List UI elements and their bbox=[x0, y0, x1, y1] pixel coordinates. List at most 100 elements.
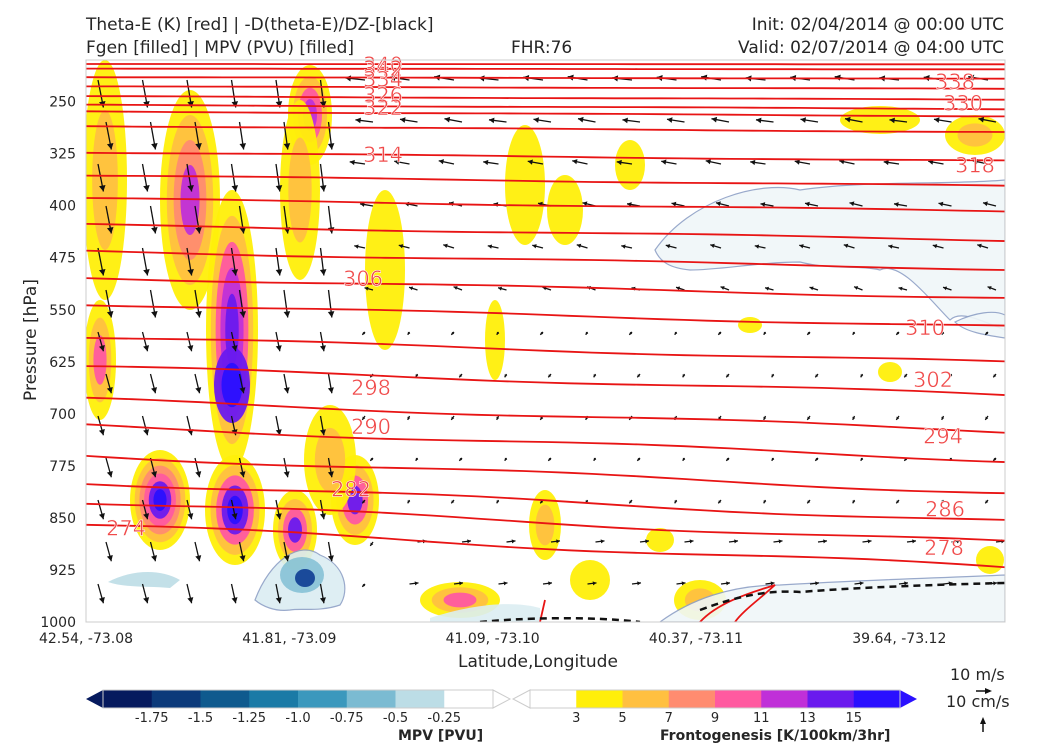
wind-arrow-head bbox=[459, 457, 463, 461]
wind-arrow-head bbox=[106, 310, 114, 318]
wind-arrow-head bbox=[488, 117, 495, 124]
wind-arrow-head bbox=[239, 471, 246, 478]
theta-e-line bbox=[86, 455, 1005, 495]
wind-arrow-head bbox=[187, 513, 194, 520]
wind-arrow-head bbox=[809, 286, 814, 291]
wind-arrow-head bbox=[364, 286, 369, 291]
wind-arrow-head bbox=[453, 286, 458, 290]
fgen-region bbox=[840, 106, 920, 134]
wind-arrow-head bbox=[415, 457, 419, 461]
vertical-motion-key-label: 10 cm/s bbox=[946, 692, 1010, 711]
wind-arrow-head bbox=[503, 581, 508, 586]
wind-arrow-head bbox=[275, 269, 283, 276]
theta-e-label: 334 bbox=[363, 67, 403, 91]
theta-e-label: 310 bbox=[905, 316, 945, 340]
wind-arrow-head bbox=[195, 143, 202, 150]
fgen-region bbox=[280, 100, 320, 280]
wind-arrow-head bbox=[760, 202, 766, 207]
wind-arrow-head bbox=[896, 416, 900, 420]
wind-arrow-head bbox=[765, 286, 769, 291]
wind-arrow-head bbox=[593, 374, 597, 378]
wind-arrow-head bbox=[98, 597, 105, 604]
mpv-colorbar-tick: -1.0 bbox=[285, 711, 310, 726]
wind-arrow-head bbox=[398, 244, 404, 249]
wind-arrow-head bbox=[898, 286, 903, 291]
wind-arrow-head bbox=[674, 331, 678, 335]
wind-arrow-head bbox=[151, 143, 158, 150]
wind-arrow-head bbox=[451, 500, 455, 504]
chart-title-line-1: Theta-E (K) [red] | -D(theta-E)/DZ-[blac… bbox=[86, 15, 434, 35]
wind-arrow-head bbox=[770, 581, 775, 586]
wind-arrow-head bbox=[682, 457, 686, 461]
wind-arrow-head bbox=[275, 101, 283, 108]
wind-arrow-head bbox=[987, 286, 992, 290]
wind-arrow-head bbox=[711, 116, 718, 123]
wind-arrow-head bbox=[896, 500, 900, 504]
wind-arrow-head bbox=[239, 227, 247, 234]
y-tick-label: 475 bbox=[49, 251, 76, 267]
wind-arrow-head bbox=[187, 345, 194, 352]
wind-arrow-head bbox=[621, 244, 626, 249]
mpv-colorbar-segment bbox=[103, 690, 153, 708]
x-tick-label: 42.54, -73.08 bbox=[39, 631, 133, 647]
wind-arrow-head bbox=[349, 159, 355, 166]
wind-arrow-head bbox=[949, 374, 953, 378]
wind-arrow-head bbox=[616, 159, 622, 166]
wind-arrow-head bbox=[451, 331, 455, 335]
wind-arrow-head bbox=[275, 597, 282, 604]
wind-arrow-head bbox=[319, 513, 326, 520]
wind-arrow-head bbox=[319, 597, 326, 604]
wind-arrow-head bbox=[195, 227, 202, 234]
theta-e-line bbox=[86, 277, 1005, 299]
wind-arrow-head bbox=[451, 416, 455, 420]
theta-e-label: 322 bbox=[363, 96, 403, 120]
wind-arrow-head bbox=[414, 581, 419, 586]
wind-arrow-head bbox=[763, 416, 767, 420]
wind-arrow-head bbox=[106, 471, 113, 478]
wind-arrow-head bbox=[755, 117, 762, 124]
wind-arrow-head bbox=[665, 244, 671, 249]
theta-e-line bbox=[86, 174, 1005, 187]
theta-e-line bbox=[86, 337, 1005, 363]
wind-arrow-head bbox=[496, 500, 500, 504]
theta-e-label: 326 bbox=[363, 83, 403, 107]
theta-e-line bbox=[86, 67, 1005, 71]
wind-arrow-head bbox=[151, 311, 158, 318]
fgen-colorbar-tick: 7 bbox=[665, 711, 673, 726]
theta-e-label: 302 bbox=[913, 368, 953, 392]
wind-arrow-head bbox=[823, 539, 827, 544]
wind-arrow-head bbox=[844, 116, 851, 123]
mpv-colorbar-label: MPV [PVU] bbox=[398, 728, 484, 744]
wind-arrow-head bbox=[231, 269, 239, 276]
theta-e-line bbox=[86, 95, 1005, 101]
mpv-colorbar-frame bbox=[102, 689, 494, 709]
wind-arrow-head bbox=[800, 117, 807, 123]
theta-e-line bbox=[86, 110, 1005, 118]
theta-e-label: 282 bbox=[331, 477, 371, 501]
wind-arrow-head bbox=[750, 159, 756, 166]
wind-arrow-head bbox=[98, 513, 105, 520]
wind-arrow-head bbox=[195, 471, 202, 478]
wind-arrow-head bbox=[593, 457, 597, 461]
wind-arrow-head bbox=[362, 416, 366, 420]
wind-arrow-head bbox=[98, 345, 105, 352]
fgen-colorbar-label: Frontogenesis [K/100km/3hr] bbox=[660, 728, 891, 744]
fgen-region bbox=[878, 362, 902, 382]
fgen-region bbox=[615, 140, 645, 190]
wind-arrow-head bbox=[943, 286, 948, 291]
fgen-colorbar-frame bbox=[529, 689, 901, 709]
wind-arrow-head bbox=[283, 471, 290, 478]
wind-arrow-head bbox=[143, 513, 150, 520]
y-tick-label: 775 bbox=[49, 459, 76, 475]
wind-arrow-head bbox=[283, 143, 291, 150]
theta-e-line bbox=[86, 502, 1005, 542]
wind-arrow-head bbox=[106, 226, 114, 234]
init-time: Init: 02/04/2014 @ 00:00 UTC bbox=[751, 15, 1004, 35]
wind-arrow-head bbox=[151, 227, 158, 234]
theta-e-label: 290 bbox=[351, 415, 391, 439]
wind-arrow-head bbox=[904, 374, 908, 378]
theta-e-line bbox=[86, 151, 1005, 162]
y-tick-label: 850 bbox=[49, 511, 76, 527]
wind-arrow-head bbox=[860, 457, 864, 461]
wind-arrow-head bbox=[894, 202, 899, 207]
